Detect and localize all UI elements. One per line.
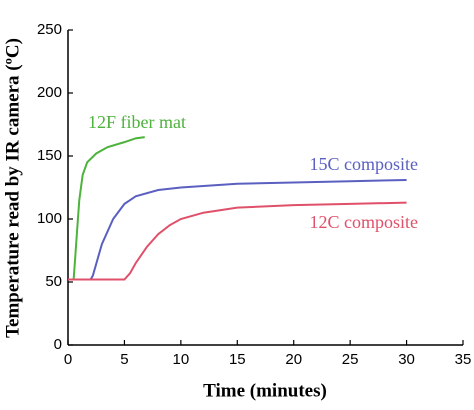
x-tick-label: 35	[455, 351, 472, 368]
y-tick-label: 100	[37, 210, 62, 227]
x-tick-label: 20	[285, 351, 302, 368]
y-tick-label: 200	[37, 84, 62, 101]
y-tick-label: 250	[37, 21, 62, 38]
y-axis-title: Temperature read by IR camera (ºC)	[2, 38, 23, 338]
series-label: 12C composite	[310, 212, 419, 232]
x-axis-title: Time (minutes)	[203, 380, 327, 401]
y-tick-label: 0	[54, 336, 62, 353]
series-line	[68, 201, 407, 281]
y-tick-label: 150	[37, 147, 62, 164]
series-label: 12F fiber mat	[88, 112, 186, 132]
x-tick-label: 25	[342, 351, 359, 368]
y-tick-label: 50	[45, 273, 62, 290]
series-line	[68, 178, 407, 281]
x-tick-label: 0	[64, 351, 72, 368]
x-tick-label: 30	[398, 351, 415, 368]
series-line	[72, 136, 145, 280]
x-tick-label: 10	[173, 351, 190, 368]
series-label: 15C composite	[310, 154, 419, 174]
x-tick-label: 5	[120, 351, 128, 368]
x-tick-label: 15	[229, 351, 246, 368]
